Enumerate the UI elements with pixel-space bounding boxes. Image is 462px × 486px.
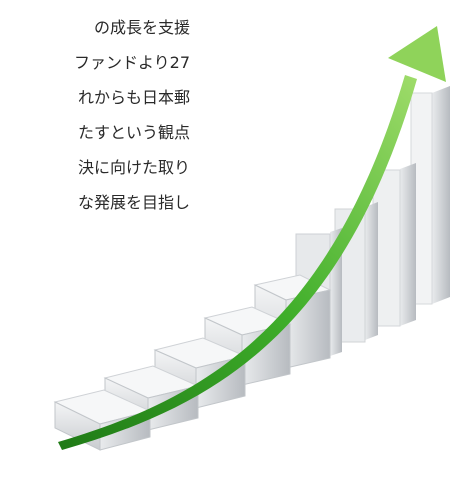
bar-column-2 <box>372 163 416 327</box>
text-line: たすという観点 <box>77 123 190 142</box>
text-line: の成長を支援 <box>93 18 190 37</box>
text-line: 決に向けた取り <box>77 158 190 177</box>
body-text: の成長を支援 ファンドより27 れからも日本郵 たすという観点 決に向けた取り … <box>0 10 190 220</box>
growth-arrow-icon <box>58 26 446 450</box>
text-line: ファンドより27 <box>73 53 190 72</box>
bar-column-1 <box>410 86 450 305</box>
text-line: れからも日本郵 <box>77 88 190 107</box>
text-line: な発展を目指し <box>77 193 190 212</box>
